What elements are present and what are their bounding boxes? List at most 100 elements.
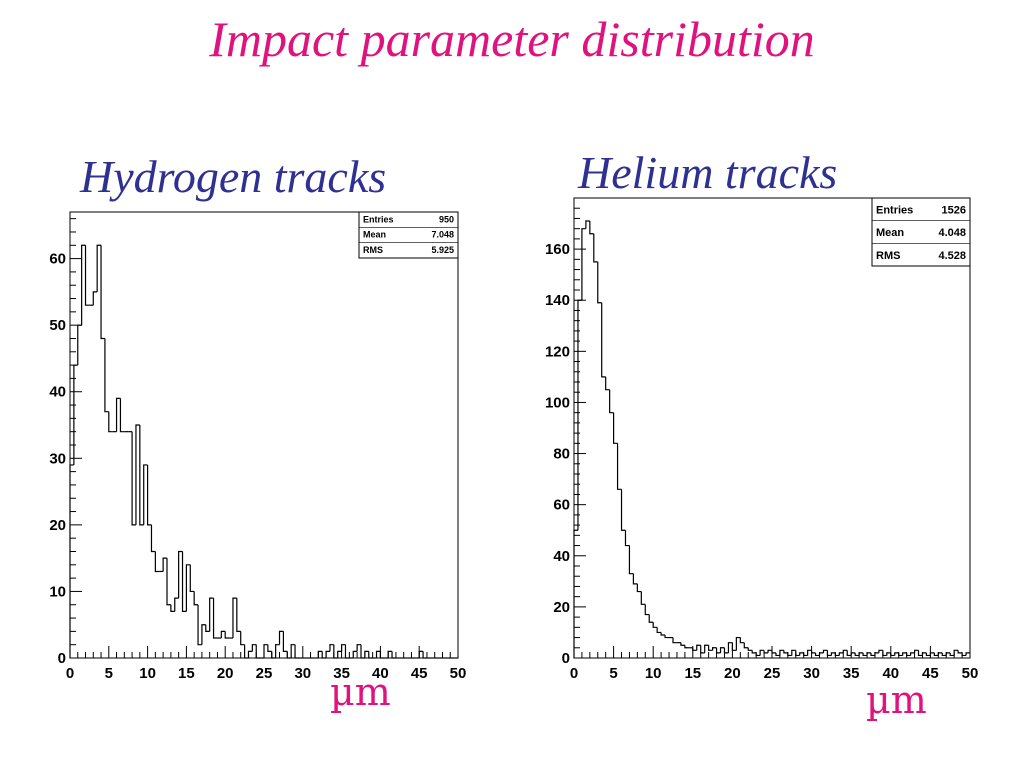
helium-histogram-bin xyxy=(616,443,622,490)
hydrogen-histogram-bin xyxy=(205,624,210,632)
helium-stats-rms-value: 4.528 xyxy=(938,250,966,262)
helium-histogram-bin xyxy=(636,583,642,593)
helium-histogram-bin xyxy=(925,652,931,657)
hydrogen-histogram-bin xyxy=(278,630,284,645)
helium-histogram-bin xyxy=(652,622,658,628)
hydrogen-histogram-bin xyxy=(282,631,288,652)
hydrogen-stats-entries-value: 950 xyxy=(439,214,454,224)
hydrogen-histogram-bin xyxy=(321,651,327,659)
hydrogen-stats-mean-label: Mean xyxy=(363,230,386,240)
helium-histogram-bin xyxy=(886,652,891,656)
helium-histogram-bin xyxy=(898,652,903,657)
hydrogen-histogram: 0 5 10 15 20 25 30 35 40 45 50 0 10 20 30 40 50 60 Entries… xyxy=(49,211,466,682)
helium-histogram-bin xyxy=(953,649,959,656)
hydrogen-histogram-bin xyxy=(220,630,226,639)
helium-x-tick-label: 50 xyxy=(962,665,979,682)
hydrogen-histogram-bin xyxy=(185,564,191,612)
helium-histogram-bin xyxy=(890,652,895,657)
helium-histogram-bin xyxy=(807,649,812,656)
hydrogen-histogram-bin xyxy=(193,591,199,606)
helium-histogram-bin xyxy=(945,652,951,656)
helium-unit-label: µm xyxy=(866,678,927,722)
hydrogen-y-tick-label: 60 xyxy=(49,251,66,268)
helium-histogram-bin xyxy=(933,652,939,657)
helium-histogram-bin xyxy=(597,261,602,304)
hydrogen-stats-rms-value: 5.925 xyxy=(431,245,454,255)
helium-histogram-bin xyxy=(795,650,800,657)
helium-histogram-bin xyxy=(727,642,733,653)
helium-stats-entries-value: 1526 xyxy=(942,204,966,216)
helium-histogram-bin xyxy=(791,649,796,656)
helium-histogram-bin xyxy=(838,652,844,656)
hydrogen-y-tick-label: 10 xyxy=(49,583,66,600)
helium-histogram-bin xyxy=(739,637,745,644)
hydrogen-histogram-bin xyxy=(263,644,268,658)
helium-stats-mean-label: Mean xyxy=(876,227,904,239)
hydrogen-histogram-bin xyxy=(150,524,156,553)
helium-stats-entries-label: Entries xyxy=(876,204,913,216)
hydrogen-plot-frame xyxy=(69,211,459,659)
hydrogen-y-tick-label: 30 xyxy=(49,450,66,467)
hydrogen-histogram-bin xyxy=(224,631,230,639)
helium-histogram-bin xyxy=(692,647,697,651)
helium-histogram-bin xyxy=(680,642,685,646)
helium-histogram-bin xyxy=(723,647,729,654)
hydrogen-stats-entries-label: Entries xyxy=(363,214,394,224)
hydrogen-histogram-bin xyxy=(275,644,280,658)
hydrogen-stats-box xyxy=(358,211,459,259)
slide-title: Impact parameter distribution xyxy=(209,11,815,67)
helium-histogram-bin xyxy=(605,376,610,391)
helium-histogram-bin xyxy=(882,650,887,657)
helium-histogram-bin xyxy=(878,649,883,653)
helium-histogram-bin xyxy=(822,649,828,653)
hydrogen-histogram-bin xyxy=(100,245,105,340)
helium-histogram-bin xyxy=(743,642,749,649)
hydrogen-histogram-bin xyxy=(232,597,237,639)
helium-histogram-bin xyxy=(949,652,955,657)
helium-stats-mean-value: 4.048 xyxy=(938,227,966,239)
hydrogen-histogram-bin xyxy=(236,598,241,632)
helium-histogram-bin xyxy=(731,642,737,651)
hydrogen-histogram-bin xyxy=(255,644,261,659)
helium-histogram-bin xyxy=(759,649,765,656)
hydrogen-histogram-bin xyxy=(162,557,167,572)
helium-y-tick-label: 0 xyxy=(562,650,570,667)
hydrogen-histogram-bin xyxy=(115,397,121,432)
helium-y-tick-label: 40 xyxy=(553,548,570,565)
helium-histogram-bin xyxy=(712,647,717,651)
helium-x-tick-label: 45 xyxy=(922,665,939,682)
hydrogen-histogram-bin xyxy=(325,650,330,658)
helium-x-tick-label: 35 xyxy=(843,665,860,682)
hydrogen-histogram-bin xyxy=(337,650,342,658)
helium-histogram-bin xyxy=(811,650,816,654)
helium-histogram-bin xyxy=(913,649,919,653)
hydrogen-histogram-bin xyxy=(418,650,424,658)
hydrogen-histogram-bin xyxy=(81,244,86,326)
helium-histogram-bin xyxy=(601,302,606,378)
helium-x-tick-label: 20 xyxy=(724,665,741,682)
helium-histogram-bin xyxy=(613,412,618,444)
hydrogen-histogram-bin xyxy=(391,651,396,659)
helium-plot-frame xyxy=(573,197,971,659)
hydrogen-histogram-bin xyxy=(344,644,350,659)
helium-histogram-bin xyxy=(672,637,677,644)
hydrogen-histogram-bin xyxy=(333,644,338,659)
helium-x-tick-label: 40 xyxy=(882,665,899,682)
hydrogen-histogram-bin xyxy=(77,324,82,366)
helium-histogram-bin xyxy=(941,652,947,657)
helium-histogram-bin xyxy=(704,644,709,653)
helium-histogram-bin xyxy=(799,652,804,656)
helium-x-tick-label: 15 xyxy=(684,665,701,682)
helium-histogram-bin xyxy=(830,652,836,656)
helium-histogram-bin xyxy=(715,647,721,654)
helium-histogram-bin xyxy=(957,650,963,654)
helium-histogram-bin xyxy=(735,636,741,651)
hydrogen-y-tick-label: 40 xyxy=(49,384,66,401)
hydrogen-histogram-bin xyxy=(170,604,175,613)
hydrogen-histogram-bin xyxy=(387,650,393,658)
hydrogen-histogram-bin xyxy=(166,558,171,606)
helium-histogram-bin xyxy=(854,652,860,657)
hydrogen-histogram-bin xyxy=(271,651,276,659)
helium-histogram-bin xyxy=(894,652,899,656)
